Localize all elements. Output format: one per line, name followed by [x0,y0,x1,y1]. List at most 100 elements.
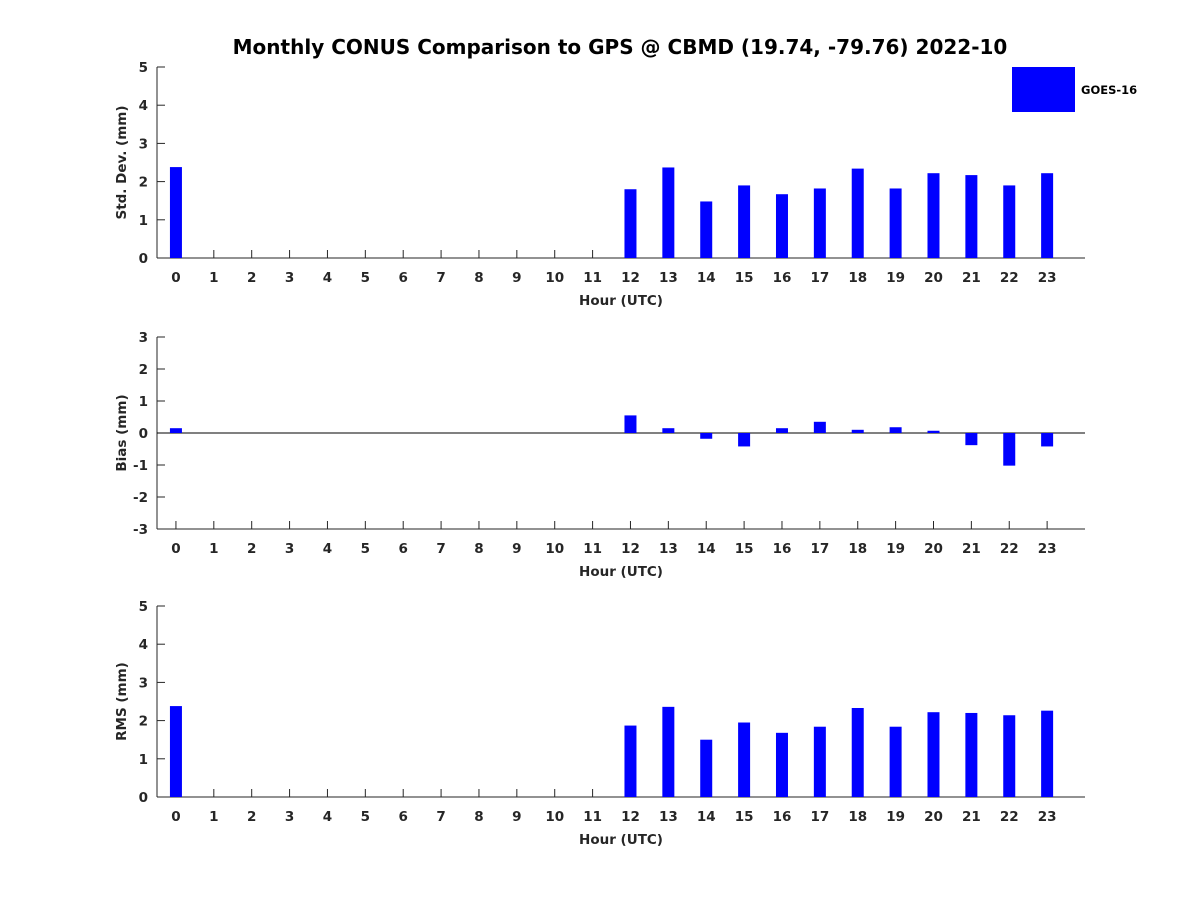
bar-hour-23 [1041,710,1054,797]
x-tick-label: 10 [545,541,564,557]
x-tick-label: 4 [323,541,332,557]
bar-hour-22 [1003,715,1016,797]
x-tick-label: 22 [1000,541,1019,557]
x-tick-label: 18 [848,270,867,286]
x-tick-label: 11 [583,809,602,825]
y-tick-label: 2 [139,714,148,730]
bar-hour-15 [738,185,751,258]
x-tick-label: 9 [512,270,521,286]
x-tick-label: 21 [962,809,981,825]
x-tick-label: 7 [436,541,445,557]
x-tick-label: 14 [697,541,716,557]
bar-hour-18 [851,429,864,433]
bar-hour-14 [700,201,713,258]
x-tick-label: 18 [848,809,867,825]
x-tick-label: 3 [285,541,294,557]
bar-hour-23 [1041,173,1054,258]
x-tick-label: 2 [247,809,256,825]
x-tick-label: 1 [209,541,218,557]
bar-hour-15 [738,433,751,447]
x-tick-label: 14 [697,809,716,825]
bar-hour-22 [1003,433,1016,466]
bar-hour-21 [965,175,978,258]
bar-hour-16 [775,428,788,433]
x-tick-label: 16 [773,541,792,557]
bar-hour-13 [662,167,675,258]
bar-hour-20 [927,712,940,797]
bar-hour-16 [775,732,788,797]
y-tick-label: 3 [139,330,148,346]
x-tick-label: 4 [323,809,332,825]
x-tick-label: 15 [735,541,754,557]
bar-hour-14 [700,739,713,797]
x-tick-label: 1 [209,270,218,286]
bar-hour-19 [889,726,902,797]
x-tick-label: 10 [545,809,564,825]
bar-hour-22 [1003,185,1016,258]
x-tick-label: 23 [1038,541,1057,557]
bar-hour-15 [738,722,751,797]
x-tick-label: 0 [171,270,180,286]
x-tick-label: 22 [1000,809,1019,825]
y-tick-label: 5 [139,60,148,76]
y-tick-label: 3 [139,675,148,691]
bar-hour-21 [965,433,978,446]
x-tick-label: 10 [545,270,564,286]
x-tick-label: 14 [697,270,716,286]
x-tick-label: 21 [962,541,981,557]
x-tick-label: 15 [735,270,754,286]
bar-hour-13 [662,706,675,797]
bar-hour-23 [1041,433,1054,447]
y-tick-label: -2 [133,490,148,506]
y-tick-label: 0 [139,251,148,267]
bar-hour-17 [813,188,826,258]
x-tick-label: 23 [1038,809,1057,825]
x-tick-label: 15 [735,809,754,825]
x-tick-label: 5 [361,809,370,825]
y-tick-label: 2 [139,362,148,378]
bar-hour-19 [889,427,902,433]
bar-hour-17 [813,421,826,433]
y-tick-label: 4 [139,98,148,114]
bar-hour-12 [624,725,637,797]
x-axis-label: Hour (UTC) [579,564,663,580]
x-axis-label: Hour (UTC) [579,293,663,309]
y-axis-label: Bias (mm) [114,394,130,471]
bar-hour-19 [889,188,902,258]
x-tick-label: 18 [848,541,867,557]
x-tick-label: 2 [247,541,256,557]
bar-hour-0 [169,167,182,258]
x-tick-label: 20 [924,270,943,286]
bar-hour-20 [927,430,940,433]
x-tick-label: 0 [171,809,180,825]
bar-hour-17 [813,726,826,797]
x-tick-label: 16 [773,809,792,825]
y-tick-label: 1 [139,752,148,768]
x-tick-label: 8 [474,809,483,825]
x-tick-label: 9 [512,541,521,557]
x-tick-label: 21 [962,270,981,286]
x-tick-label: 23 [1038,270,1057,286]
x-tick-label: 11 [583,270,602,286]
y-axis-label: RMS (mm) [114,662,130,741]
x-tick-label: 3 [285,809,294,825]
bar-hour-13 [662,428,675,433]
x-tick-label: 19 [886,809,905,825]
bar-hour-12 [624,189,637,258]
bar-hour-0 [169,706,182,797]
bar-hour-16 [775,194,788,258]
x-tick-label: 19 [886,541,905,557]
x-tick-label: 4 [323,270,332,286]
bar-hour-18 [851,707,864,797]
x-tick-label: 6 [399,270,408,286]
x-tick-label: 13 [659,270,678,286]
chart-title: Monthly CONUS Comparison to GPS @ CBMD (… [233,35,1008,59]
bar-hour-20 [927,173,940,258]
bar-hour-14 [700,433,713,439]
x-tick-label: 6 [399,541,408,557]
